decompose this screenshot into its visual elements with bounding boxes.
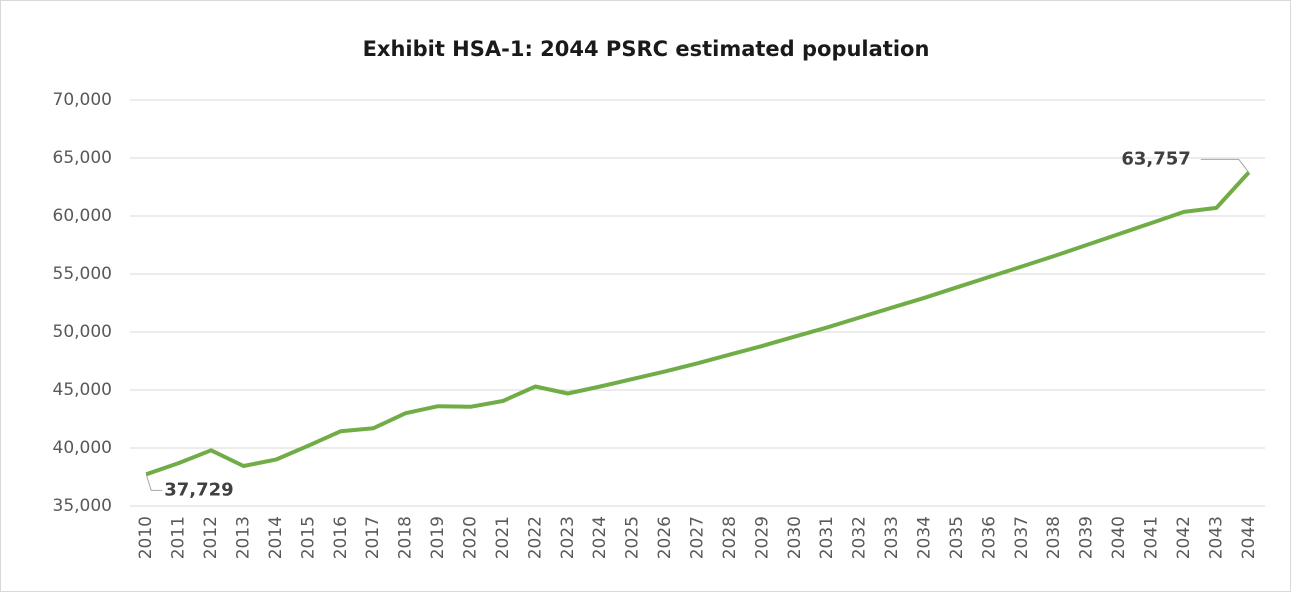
- x-tick-label: 2034: [915, 516, 935, 559]
- x-tick-label: 2021: [493, 516, 513, 559]
- x-tick-label: 2035: [947, 516, 967, 559]
- x-tick-label: 2025: [623, 516, 643, 559]
- y-tick-label: 60,000: [53, 206, 112, 226]
- x-tick-label: 2014: [266, 516, 286, 559]
- y-tick-label: 70,000: [53, 90, 112, 110]
- leader-line: [145, 474, 163, 491]
- data-label: 63,757: [1121, 148, 1190, 169]
- x-tick-label: 2022: [525, 516, 545, 559]
- line-series: [145, 171, 1251, 477]
- x-tick-label: 2017: [363, 516, 383, 559]
- x-tick-label: 2016: [331, 516, 351, 559]
- leader-line: [1200, 158, 1250, 173]
- x-tick-label: 2019: [428, 516, 448, 559]
- y-tick-label: 35,000: [53, 496, 112, 516]
- x-tick-label: 2043: [1206, 516, 1226, 559]
- x-tick-label: 2042: [1174, 516, 1194, 559]
- x-tick-label: 2037: [1012, 516, 1032, 559]
- x-tick-label: 2013: [234, 516, 254, 559]
- x-tick-label: 2011: [169, 516, 189, 559]
- x-tick-label: 2012: [201, 516, 221, 559]
- x-tick-label: 2039: [1077, 516, 1097, 559]
- x-tick-label: 2030: [785, 516, 805, 559]
- x-tick-label: 2015: [298, 516, 318, 559]
- x-tick-label: 2027: [688, 516, 708, 559]
- x-tick-label: 2010: [136, 516, 156, 559]
- x-tick-label: 2033: [882, 516, 902, 559]
- x-tick-label: 2032: [850, 516, 870, 559]
- x-tick-label: 2044: [1239, 516, 1259, 559]
- x-tick-label: 2041: [1142, 516, 1162, 559]
- y-tick-label: 65,000: [53, 148, 112, 168]
- x-tick-label: 2036: [979, 516, 999, 559]
- x-tick-label: 2040: [1109, 516, 1129, 559]
- y-tick-label: 50,000: [53, 322, 112, 342]
- x-tick-label: 2024: [590, 516, 610, 559]
- x-tick-label: 2028: [720, 516, 740, 559]
- data-label: 37,729: [164, 479, 233, 500]
- x-tick-label: 2018: [396, 516, 416, 559]
- x-tick-label: 2023: [558, 516, 578, 559]
- y-tick-label: 40,000: [53, 438, 112, 458]
- x-tick-label: 2029: [752, 516, 772, 559]
- chart-title: Exhibit HSA-1: 2044 PSRC estimated popul…: [363, 37, 930, 61]
- x-tick-label: 2026: [655, 516, 675, 559]
- y-tick-label: 45,000: [53, 380, 112, 400]
- y-tick-label: 55,000: [53, 264, 112, 284]
- x-tick-label: 2031: [817, 516, 837, 559]
- x-tick-label: 2020: [461, 516, 481, 559]
- x-tick-label: 2038: [1044, 516, 1064, 559]
